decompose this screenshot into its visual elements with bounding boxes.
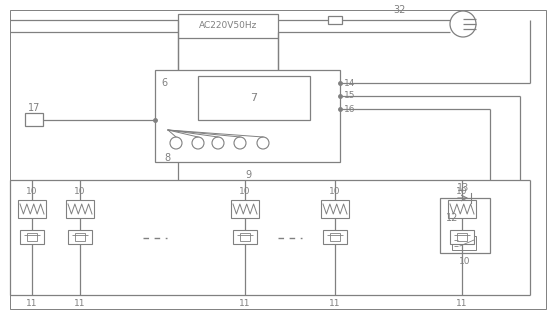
Text: 10: 10 <box>459 256 471 265</box>
Text: 14: 14 <box>344 78 355 87</box>
Text: 8: 8 <box>164 153 170 163</box>
Text: 11: 11 <box>456 299 468 308</box>
Bar <box>18 200 46 218</box>
Text: 7: 7 <box>250 93 257 103</box>
Bar <box>198 76 310 120</box>
Text: 11: 11 <box>329 299 341 308</box>
Text: 16: 16 <box>344 105 355 114</box>
Bar <box>323 230 347 244</box>
Text: 11: 11 <box>26 299 38 308</box>
Text: 15: 15 <box>344 92 355 100</box>
Text: 13: 13 <box>457 183 469 193</box>
Bar <box>68 230 92 244</box>
Text: 10: 10 <box>75 188 86 197</box>
Bar <box>66 200 94 218</box>
Bar <box>457 233 467 241</box>
Text: 6: 6 <box>161 78 167 88</box>
Text: 10: 10 <box>456 188 468 197</box>
Text: 11: 11 <box>75 299 86 308</box>
Bar <box>25 113 43 126</box>
Bar <box>27 233 37 241</box>
Text: 12: 12 <box>446 213 458 223</box>
Text: 10: 10 <box>26 188 38 197</box>
Bar <box>20 230 44 244</box>
Text: AC220V50Hz: AC220V50Hz <box>199 21 257 31</box>
Bar <box>450 230 474 244</box>
Bar <box>75 233 85 241</box>
Text: 32: 32 <box>394 5 406 15</box>
Bar <box>233 230 257 244</box>
Bar <box>328 16 342 24</box>
Text: 10: 10 <box>239 188 251 197</box>
Text: 9: 9 <box>245 170 251 180</box>
Bar <box>321 200 349 218</box>
Bar <box>231 200 259 218</box>
Bar <box>240 233 250 241</box>
Bar <box>452 236 476 250</box>
Text: 11: 11 <box>239 299 251 308</box>
Bar <box>178 14 278 38</box>
Text: 10: 10 <box>329 188 341 197</box>
Bar <box>440 198 490 253</box>
Bar <box>155 70 340 162</box>
Bar <box>330 233 340 241</box>
Text: 17: 17 <box>28 103 40 113</box>
Bar <box>448 200 476 218</box>
